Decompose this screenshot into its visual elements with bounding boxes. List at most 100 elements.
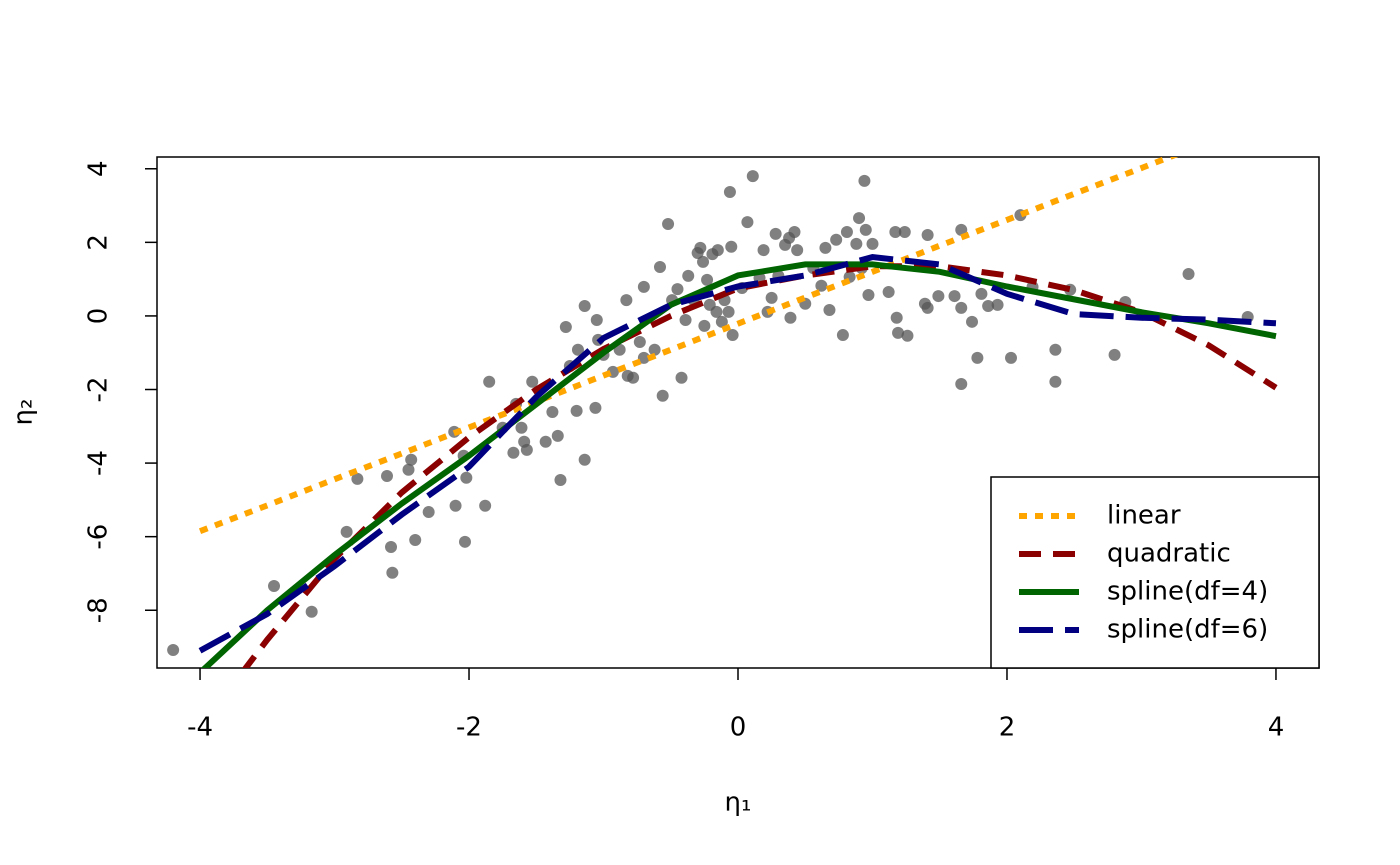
point — [711, 244, 724, 257]
point — [1049, 343, 1062, 356]
point — [589, 401, 602, 414]
legend-box — [990, 476, 1320, 669]
point — [656, 389, 669, 402]
point — [858, 174, 871, 187]
point — [590, 313, 603, 326]
point — [633, 336, 646, 349]
y-tick-label: 4 — [84, 160, 114, 177]
point — [627, 371, 640, 384]
point — [853, 212, 866, 225]
legend-label: linear — [1107, 501, 1181, 531]
series-line — [198, 254, 1277, 654]
point — [765, 291, 778, 304]
point — [554, 474, 567, 487]
y-tick-label: -4 — [84, 450, 114, 476]
point — [830, 233, 843, 246]
point — [898, 226, 911, 239]
point — [405, 453, 418, 466]
point — [697, 255, 710, 268]
point — [722, 305, 735, 318]
legend-label: quadratic — [1107, 539, 1231, 569]
point — [460, 471, 473, 484]
point — [715, 315, 728, 328]
point — [520, 443, 533, 456]
point — [698, 319, 711, 332]
point — [791, 244, 804, 257]
point — [653, 260, 666, 273]
point — [726, 329, 739, 342]
point — [901, 329, 914, 342]
point — [866, 237, 879, 250]
x-axis-label: η₁ — [725, 788, 752, 818]
point — [526, 375, 539, 388]
point — [890, 311, 903, 324]
point — [682, 269, 695, 282]
point — [948, 290, 961, 303]
point — [882, 286, 895, 299]
point — [578, 299, 591, 312]
point — [268, 579, 281, 592]
point — [546, 405, 559, 418]
point — [637, 351, 650, 364]
point — [422, 506, 435, 519]
y-tick-label: -6 — [84, 524, 114, 550]
point — [862, 288, 875, 301]
point — [741, 216, 754, 229]
point — [982, 299, 995, 312]
point — [551, 429, 564, 442]
point — [479, 499, 492, 512]
point — [725, 240, 738, 253]
point — [819, 241, 832, 254]
point — [671, 283, 684, 296]
x-tick-label: -4 — [187, 713, 213, 743]
point — [971, 351, 984, 364]
plot-area — [167, 157, 1278, 668]
point — [662, 217, 675, 230]
y-tick-label: -8 — [84, 597, 114, 623]
series-line — [200, 261, 1277, 668]
point — [637, 280, 650, 293]
y-tick-label: -2 — [84, 377, 114, 403]
point — [769, 227, 782, 240]
point — [955, 223, 968, 236]
point — [648, 343, 661, 356]
series-line — [241, 263, 1278, 668]
y-axis-label: η₂ — [9, 399, 39, 426]
point — [620, 294, 633, 307]
point — [850, 237, 863, 250]
point — [815, 279, 828, 292]
point — [921, 228, 934, 241]
legend-label: spline(df=4) — [1107, 577, 1268, 607]
point — [1182, 267, 1195, 280]
point — [1049, 375, 1062, 388]
point — [955, 301, 968, 314]
point — [458, 535, 471, 548]
point — [975, 287, 988, 300]
point — [859, 223, 872, 236]
x-tick-label: -2 — [456, 713, 482, 743]
point — [483, 375, 496, 388]
point — [723, 185, 736, 198]
point — [449, 499, 462, 512]
point — [340, 525, 353, 538]
point — [402, 463, 415, 476]
point — [784, 311, 797, 324]
point — [840, 226, 853, 239]
y-tick-label: 2 — [84, 234, 114, 251]
point — [571, 343, 584, 356]
x-tick-label: 4 — [1268, 713, 1285, 743]
point — [889, 226, 902, 239]
point — [679, 313, 692, 326]
point — [932, 290, 945, 303]
point — [515, 421, 528, 434]
point — [788, 226, 801, 239]
point — [1005, 351, 1018, 364]
point — [710, 305, 723, 318]
point — [823, 304, 836, 317]
x-tick-label: 2 — [999, 713, 1016, 743]
point — [991, 298, 1004, 311]
point — [694, 241, 707, 254]
point — [409, 533, 422, 546]
point — [955, 377, 968, 390]
